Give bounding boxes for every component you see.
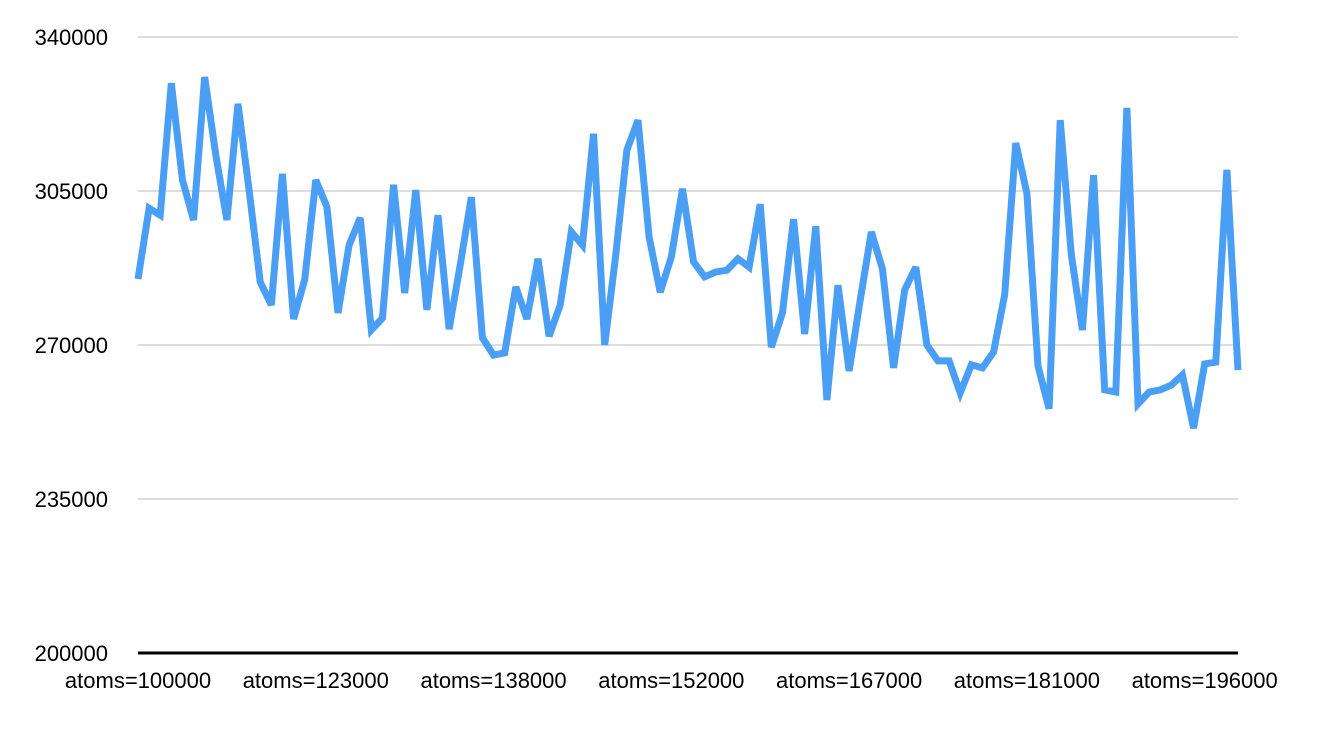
y-tick-label: 235000	[35, 487, 108, 512]
y-tick-label: 340000	[35, 25, 108, 50]
y-tick-label: 200000	[35, 641, 108, 666]
x-tick-label: atoms=167000	[776, 668, 922, 693]
x-tick-label: atoms=100000	[65, 668, 211, 693]
x-tick-label: atoms=181000	[954, 668, 1100, 693]
y-tick-label: 270000	[35, 333, 108, 358]
x-tick-label: atoms=152000	[598, 668, 744, 693]
x-tick-label: atoms=196000	[1132, 668, 1278, 693]
y-tick-label: 305000	[35, 179, 108, 204]
data-line	[134, 76, 1242, 429]
x-tick-label: atoms=138000	[420, 668, 566, 693]
x-tick-label: atoms=123000	[243, 668, 389, 693]
